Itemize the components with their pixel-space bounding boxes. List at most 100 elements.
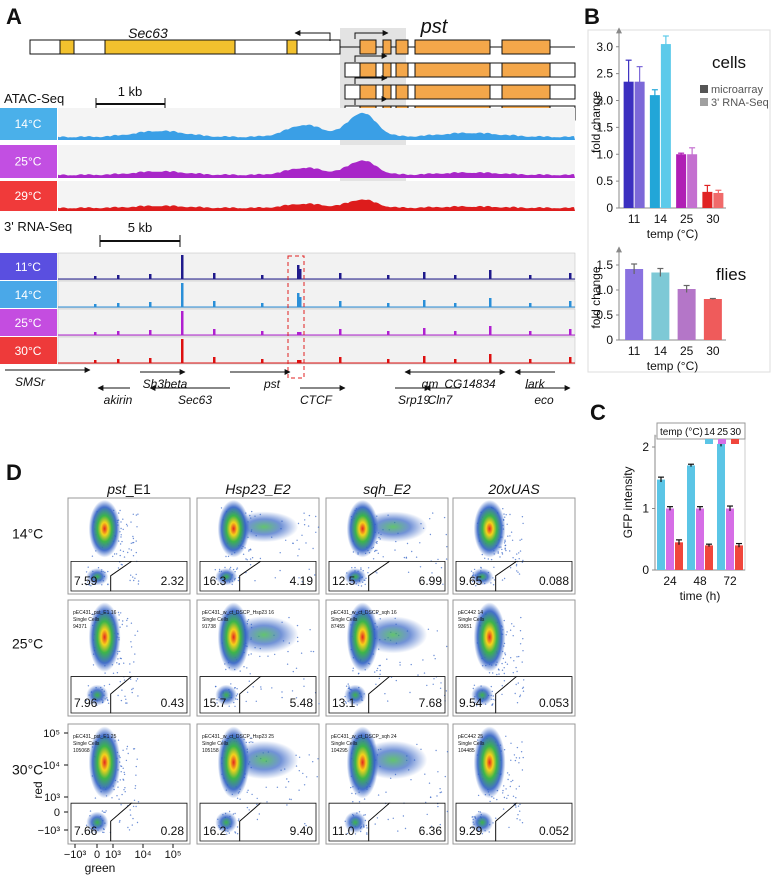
event (363, 798, 366, 800)
event (119, 509, 121, 512)
event (511, 539, 514, 541)
event (376, 612, 378, 614)
event (279, 569, 281, 572)
event (417, 674, 419, 676)
event (300, 652, 303, 654)
event (432, 683, 434, 685)
event (118, 798, 120, 800)
event (122, 518, 124, 520)
event (443, 516, 446, 519)
x-tick-label: 24 (663, 574, 677, 588)
event (125, 698, 127, 700)
event (502, 789, 504, 792)
event (256, 797, 258, 800)
event (308, 514, 311, 517)
event (446, 751, 449, 753)
event (506, 797, 508, 799)
gate (110, 560, 188, 592)
event (507, 794, 509, 797)
event (376, 572, 378, 574)
event (489, 800, 491, 803)
event (366, 832, 368, 834)
y-axis-label: fold change (589, 91, 603, 153)
event (87, 685, 90, 687)
event (392, 817, 394, 819)
event (475, 585, 477, 587)
gate-percent: 7.59 (74, 574, 98, 588)
event (501, 552, 503, 554)
event (288, 616, 290, 619)
signal (339, 301, 342, 307)
event (521, 687, 524, 689)
event (128, 548, 130, 550)
chart-flies: 0 0.5 1.0 1.5 11 14 25 30 temp (°C) fold change fl… (589, 246, 746, 373)
column-header: pst_E1 (106, 481, 151, 497)
event (134, 785, 137, 787)
signal (94, 332, 97, 335)
sample-info: 104295 (331, 748, 348, 754)
sample-info: Single Cells (331, 741, 358, 747)
sample-info: pEC431_w_ct_DSCP_sqh 16 (331, 610, 397, 616)
sample-info: pEC431_w_ct_DSCP_Hsp23 16 (202, 610, 274, 616)
signal (339, 273, 342, 279)
signal (489, 354, 492, 363)
gene-name: akirin (104, 393, 133, 407)
event (352, 670, 354, 672)
event (303, 524, 306, 526)
exon (59, 39, 75, 55)
y-tick-label: 0.5 (596, 174, 613, 188)
event (136, 630, 139, 632)
event (104, 672, 106, 674)
event (426, 684, 428, 687)
event (522, 686, 525, 688)
event (136, 678, 139, 680)
event (504, 654, 507, 656)
event (234, 831, 236, 833)
event (135, 551, 137, 554)
x-tick-label: 10³ (105, 849, 121, 861)
event (312, 547, 314, 550)
event (510, 742, 512, 744)
event (514, 759, 517, 762)
event (225, 555, 227, 558)
event (297, 555, 299, 557)
density (344, 811, 367, 834)
gate (368, 802, 446, 842)
event (230, 683, 232, 685)
density (88, 602, 121, 672)
annotation: cells (712, 53, 746, 72)
event (132, 805, 135, 808)
y-tick-label: 1.0 (596, 283, 613, 297)
event (512, 557, 514, 559)
density (215, 568, 238, 586)
track-bg (57, 252, 576, 281)
event (274, 577, 276, 579)
event (248, 680, 250, 682)
signal (261, 331, 264, 335)
event (431, 572, 433, 574)
event (510, 780, 512, 783)
event (317, 758, 319, 760)
signal (529, 359, 532, 363)
signal (181, 255, 184, 279)
event (118, 619, 120, 621)
gene-name: Cln7 (428, 393, 454, 407)
y-tick-label: 1 (642, 502, 649, 516)
event (516, 746, 519, 749)
event (112, 555, 114, 558)
event (515, 666, 517, 669)
event (238, 818, 240, 820)
event (248, 809, 250, 811)
event (386, 658, 388, 660)
event (256, 818, 259, 821)
event (124, 791, 126, 793)
event (506, 663, 509, 665)
event (515, 563, 518, 566)
signal (529, 275, 532, 279)
x-tick-label: 25 (680, 212, 694, 226)
event (437, 771, 439, 773)
event (132, 513, 134, 515)
signal (58, 160, 575, 178)
event (379, 669, 381, 672)
legend-label: 14 (704, 427, 716, 438)
